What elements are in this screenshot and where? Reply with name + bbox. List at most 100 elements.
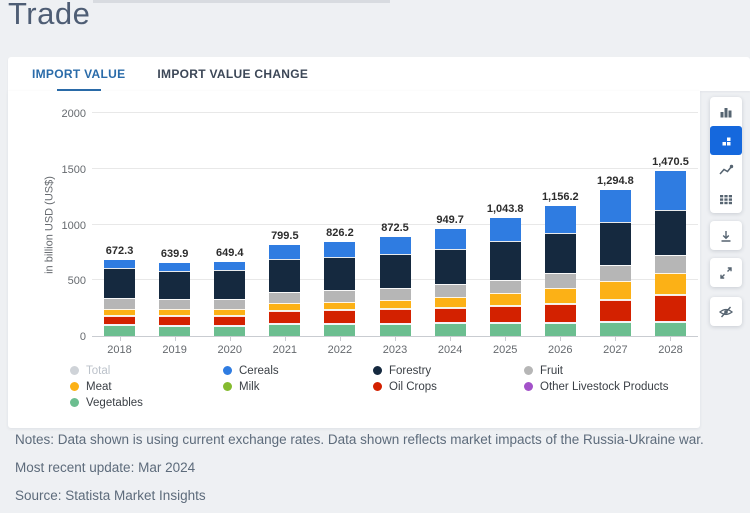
bar-segment-meat[interactable] (544, 287, 576, 303)
bar-segment-fruit[interactable] (324, 290, 356, 302)
bar-segment-forestry[interactable] (599, 221, 631, 265)
stacked-bar-2024[interactable] (434, 228, 466, 336)
stacked-bar-2018[interactable] (104, 259, 136, 336)
legend-item-cereals[interactable]: Cereals (223, 363, 373, 378)
bar-segment-cereals[interactable] (654, 170, 686, 210)
bar-segment-oil_crops[interactable] (544, 303, 576, 322)
bar-segment-milk[interactable] (489, 305, 521, 307)
bar-segment-forestry[interactable] (104, 267, 136, 299)
bar-segment-forestry[interactable] (544, 232, 576, 274)
bar-segment-meat[interactable] (214, 309, 246, 315)
legend-item-milk[interactable]: Milk (223, 379, 373, 394)
bar-segment-milk[interactable] (434, 306, 466, 308)
bar-segment-milk[interactable] (269, 310, 301, 312)
stacked-column-chart-button[interactable] (710, 126, 742, 155)
bar-segment-oil_crops[interactable] (654, 295, 686, 321)
bar-segment-vegetables[interactable] (324, 323, 356, 336)
bar-segment-forestry[interactable] (489, 241, 521, 280)
stacked-bar-2021[interactable] (269, 245, 301, 336)
bar-segment-vegetables[interactable] (214, 325, 246, 336)
bar-segment-cereals[interactable] (599, 190, 631, 222)
legend-item-total[interactable]: Total (70, 363, 223, 378)
legend-item-fruit[interactable]: Fruit (524, 363, 668, 378)
column-chart-button[interactable] (710, 97, 742, 126)
bar-segment-other_livestock[interactable] (599, 321, 631, 323)
stacked-bar-2025[interactable] (489, 218, 521, 336)
bar-segment-other_livestock[interactable] (379, 322, 411, 324)
download-button[interactable] (710, 221, 742, 250)
bar-segment-vegetables[interactable] (489, 323, 521, 336)
bar-segment-oil_crops[interactable] (434, 307, 466, 323)
bar-segment-vegetables[interactable] (434, 323, 466, 336)
bar-segment-cereals[interactable] (214, 262, 246, 271)
bar-segment-cereals[interactable] (379, 237, 411, 254)
stacked-bar-2027[interactable] (599, 190, 631, 336)
stacked-bar-2019[interactable] (159, 263, 191, 336)
tab-import-value[interactable]: IMPORT VALUE (16, 57, 141, 91)
line-chart-button[interactable] (710, 155, 742, 184)
bar-segment-forestry[interactable] (269, 259, 301, 292)
bar-segment-cereals[interactable] (324, 242, 356, 257)
bar-segment-vegetables[interactable] (544, 322, 576, 336)
bar-segment-cereals[interactable] (544, 205, 576, 233)
tab-import-value-change[interactable]: IMPORT VALUE CHANGE (141, 57, 324, 91)
stacked-bar-2022[interactable] (324, 242, 356, 336)
bar-segment-fruit[interactable] (489, 279, 521, 294)
bar-segment-oil_crops[interactable] (104, 315, 136, 325)
bar-segment-meat[interactable] (599, 280, 631, 299)
legend-item-oil_crops[interactable]: Oil Crops (373, 379, 524, 394)
bar-segment-other_livestock[interactable] (654, 320, 686, 322)
bar-segment-other_livestock[interactable] (324, 322, 356, 324)
stacked-bar-2028[interactable] (654, 170, 686, 336)
bar-segment-other_livestock[interactable] (159, 324, 191, 326)
bar-segment-other_livestock[interactable] (544, 321, 576, 323)
bar-segment-fruit[interactable] (104, 298, 136, 309)
bar-segment-meat[interactable] (654, 272, 686, 295)
bar-segment-forestry[interactable] (379, 253, 411, 289)
bar-segment-meat[interactable] (159, 309, 191, 316)
stacked-bar-2020[interactable] (214, 262, 246, 336)
bar-segment-oil_crops[interactable] (489, 306, 521, 323)
bar-segment-fruit[interactable] (599, 264, 631, 281)
bar-segment-fruit[interactable] (544, 273, 576, 288)
legend-item-other_livestock[interactable]: Other Livestock Products (524, 379, 668, 394)
bar-segment-other_livestock[interactable] (269, 323, 301, 325)
bar-segment-oil_crops[interactable] (599, 299, 631, 322)
bar-segment-forestry[interactable] (434, 249, 466, 285)
bar-segment-vegetables[interactable] (379, 323, 411, 336)
bar-segment-forestry[interactable] (654, 209, 686, 256)
bar-segment-milk[interactable] (379, 308, 411, 310)
bar-segment-milk[interactable] (159, 315, 191, 317)
bar-segment-cereals[interactable] (489, 218, 521, 242)
bar-segment-cereals[interactable] (434, 228, 466, 250)
bar-segment-fruit[interactable] (214, 299, 246, 310)
bar-segment-fruit[interactable] (159, 299, 191, 310)
bar-segment-meat[interactable] (104, 308, 136, 315)
bar-segment-vegetables[interactable] (599, 322, 631, 336)
bar-segment-cereals[interactable] (104, 259, 136, 268)
bar-segment-fruit[interactable] (434, 284, 466, 297)
bar-segment-other_livestock[interactable] (489, 322, 521, 324)
bar-segment-fruit[interactable] (654, 255, 686, 273)
bar-segment-meat[interactable] (434, 296, 466, 307)
bar-segment-other_livestock[interactable] (434, 322, 466, 324)
bar-segment-fruit[interactable] (269, 292, 301, 304)
bar-segment-forestry[interactable] (214, 270, 246, 300)
bar-segment-fruit[interactable] (379, 288, 411, 301)
legend-item-vegetables[interactable]: Vegetables (70, 395, 223, 410)
bar-segment-milk[interactable] (104, 314, 136, 316)
bar-segment-oil_crops[interactable] (214, 315, 246, 325)
bar-segment-meat[interactable] (269, 303, 301, 311)
bar-segment-cereals[interactable] (269, 245, 301, 260)
bar-segment-cereals[interactable] (159, 263, 191, 271)
bar-segment-vegetables[interactable] (104, 325, 136, 336)
bar-segment-other_livestock[interactable] (214, 324, 246, 326)
bar-segment-milk[interactable] (599, 298, 631, 300)
bar-segment-meat[interactable] (489, 293, 521, 306)
bar-segment-oil_crops[interactable] (269, 311, 301, 324)
bar-segment-vegetables[interactable] (269, 324, 301, 336)
bar-segment-meat[interactable] (324, 301, 356, 310)
bar-segment-milk[interactable] (214, 314, 246, 316)
bar-segment-forestry[interactable] (324, 256, 356, 291)
bar-segment-vegetables[interactable] (654, 321, 686, 336)
